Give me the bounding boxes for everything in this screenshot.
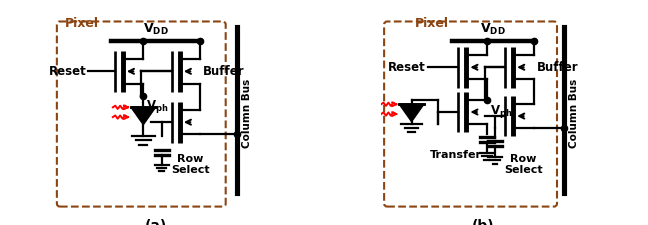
Polygon shape <box>131 108 156 125</box>
Text: $\mathbf{V_{DD}}$: $\mathbf{V_{DD}}$ <box>480 22 506 36</box>
Text: Column Bus: Column Bus <box>242 78 252 147</box>
Text: Buffer: Buffer <box>537 61 578 73</box>
Polygon shape <box>399 105 424 122</box>
Text: $\mathbf{V_{DD}}$: $\mathbf{V_{DD}}$ <box>143 22 168 36</box>
Text: Row
Select: Row Select <box>504 153 543 175</box>
Text: Reset: Reset <box>388 61 426 73</box>
Text: Column Bus: Column Bus <box>570 78 579 147</box>
Text: Buffer: Buffer <box>203 65 245 77</box>
Text: $\mathbf{V_{ph}}$: $\mathbf{V_{ph}}$ <box>146 97 168 114</box>
Text: Reset: Reset <box>49 65 86 77</box>
Text: $\mathbf{V_{ph}}$: $\mathbf{V_{ph}}$ <box>490 102 512 119</box>
Text: Row
Select: Row Select <box>171 153 209 175</box>
Text: (a): (a) <box>145 218 167 225</box>
Text: Pixel: Pixel <box>65 17 99 30</box>
Text: (b): (b) <box>472 218 494 225</box>
Text: Transfer: Transfer <box>430 149 482 159</box>
Text: Pixel: Pixel <box>415 17 449 30</box>
